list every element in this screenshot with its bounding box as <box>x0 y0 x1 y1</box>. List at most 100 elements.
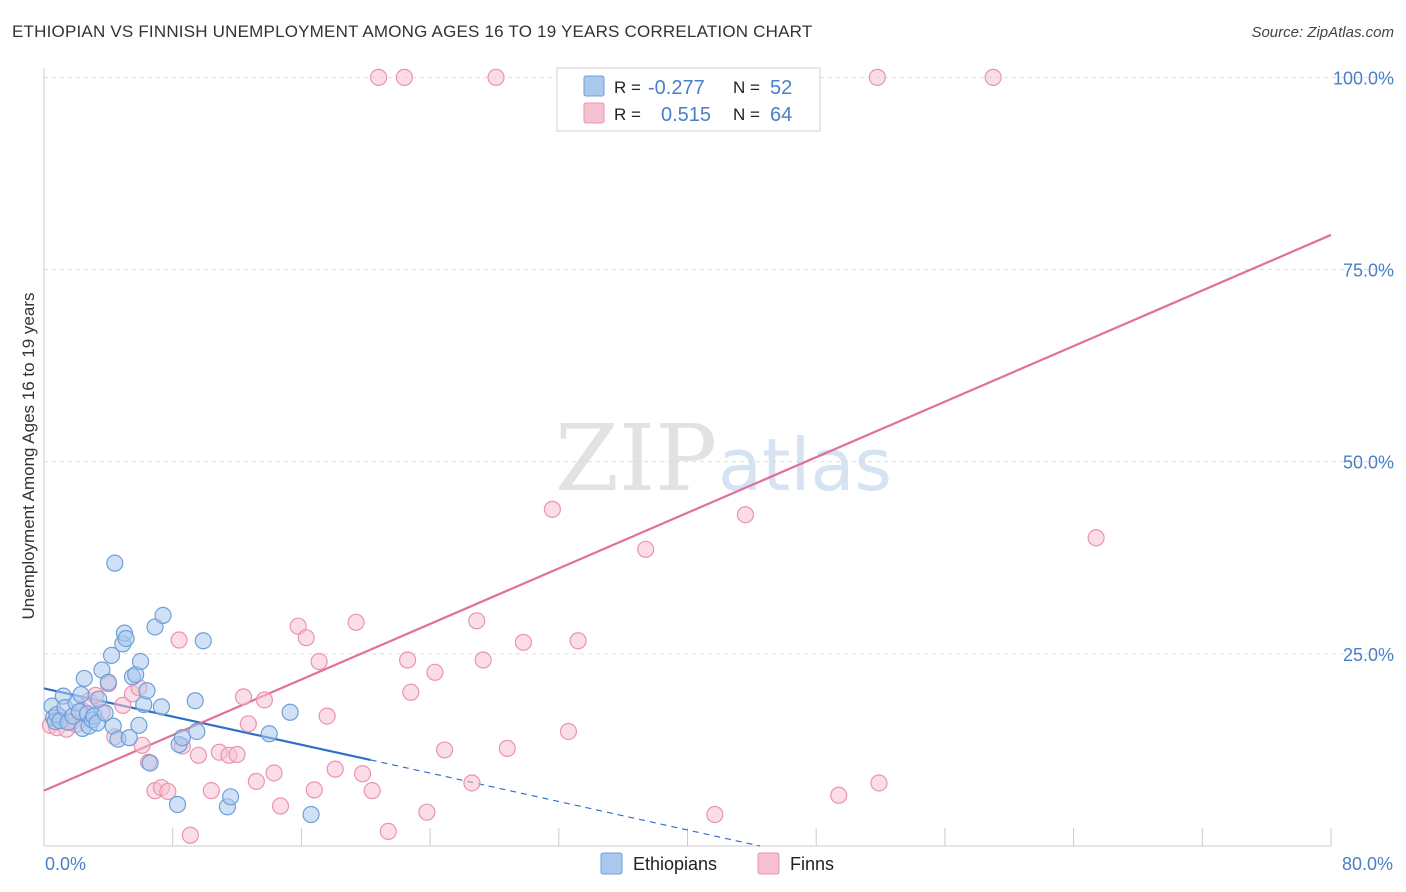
trend-line-ethiopians-extension <box>370 759 761 847</box>
point-finns-68 <box>984 68 1002 86</box>
point-finns-27 <box>228 745 246 764</box>
stats-legend: R = -0.277 N = 52 R = 0.515 N = 64 <box>556 67 821 132</box>
point-finns-50 <box>468 612 486 630</box>
source-label: Source: ZipAtlas.com <box>1251 24 1394 41</box>
point-finns-41 <box>363 782 381 800</box>
point-finns-37 <box>310 652 328 671</box>
legend-item-ethiopians-label: Ethiopians <box>633 854 717 874</box>
point-finns-24 <box>202 782 220 800</box>
point-ethiopians-29 <box>117 629 135 648</box>
legend-n-label-ethiopians: N = <box>733 78 760 97</box>
y-tick-label-75: 75.0% <box>1343 261 1394 281</box>
trend-line-finns <box>43 233 1332 792</box>
point-ethiopians-41 <box>168 795 187 814</box>
point-finns-59 <box>736 506 755 524</box>
point-finns-30 <box>247 772 265 791</box>
watermark-zip: ZIP <box>555 405 717 512</box>
point-finns-49 <box>463 774 481 792</box>
legend-n-label-finns: N = <box>733 105 760 124</box>
point-finns-47 <box>426 663 444 681</box>
point-finns-32 <box>265 764 283 782</box>
point-finns-22 <box>181 826 199 844</box>
point-ethiopians-11 <box>72 685 90 704</box>
point-finns-58 <box>706 805 724 824</box>
point-ethiopians-39 <box>152 698 171 716</box>
point-ethiopians-48 <box>222 788 240 806</box>
axis-layer: 25.0% 50.0% 75.0% 100.0% 0.0% 80.0% <box>43 68 1394 874</box>
point-finns-19 <box>159 782 177 801</box>
point-finns-53 <box>514 633 533 651</box>
point-finns-35 <box>297 629 315 647</box>
point-finns-42 <box>353 765 372 783</box>
point-finns-44 <box>398 651 417 669</box>
y-axis-title: Unemployment Among Ages 16 to 19 years <box>19 293 38 620</box>
legend-r-label-finns: R = <box>614 105 641 124</box>
point-ethiopians-34 <box>131 652 150 671</box>
point-ethiopians-37 <box>141 754 159 772</box>
y-tick-label-100: 100.0% <box>1333 68 1394 88</box>
point-finns-31 <box>255 691 273 709</box>
point-ethiopians-30 <box>120 729 138 747</box>
point-finns-43 <box>379 822 397 840</box>
bottom-legend: Ethiopians Finns <box>600 852 834 875</box>
point-finns-63 <box>395 68 413 86</box>
points-layer <box>41 68 1105 844</box>
point-finns-60 <box>830 786 848 804</box>
point-finns-33 <box>271 797 290 815</box>
point-ethiopians-51 <box>260 725 278 743</box>
point-finns-52 <box>498 739 516 757</box>
point-ethiopians-36 <box>138 682 156 700</box>
point-finns-39 <box>326 760 344 778</box>
point-finns-23 <box>189 746 208 764</box>
legend-r-value-finns: 0.515 <box>661 104 711 126</box>
point-finns-64 <box>370 68 388 86</box>
point-ethiopians-49 <box>281 703 299 721</box>
point-finns-12 <box>114 696 132 714</box>
point-ethiopians-23 <box>102 646 121 664</box>
x-tick-label-min: 0.0% <box>45 854 86 874</box>
point-ethiopians-40 <box>154 606 172 625</box>
legend-item-finns-label: Finns <box>790 854 834 874</box>
legend-n-value-ethiopians: 52 <box>770 77 792 99</box>
chart-title: ETHIOPIAN VS FINNISH UNEMPLOYMENT AMONG … <box>12 22 813 41</box>
point-finns-56 <box>569 632 587 650</box>
point-finns-29 <box>239 715 257 733</box>
point-finns-62 <box>1087 529 1105 547</box>
point-finns-57 <box>637 540 655 558</box>
y-tick-label-50: 50.0% <box>1343 453 1394 473</box>
point-ethiopians-45 <box>188 722 206 741</box>
point-finns-28 <box>234 688 253 706</box>
point-ethiopians-22 <box>99 673 117 691</box>
point-ethiopians-13 <box>75 669 93 688</box>
point-finns-55 <box>559 722 578 741</box>
point-finns-61 <box>870 774 888 792</box>
point-ethiopians-33 <box>130 716 148 734</box>
point-finns-51 <box>474 651 492 669</box>
legend-r-label-ethiopians: R = <box>614 78 641 97</box>
point-finns-36 <box>305 781 323 799</box>
point-finns-15 <box>133 736 151 754</box>
x-tick-label-max: 80.0% <box>1342 854 1393 874</box>
point-finns-45 <box>402 683 420 701</box>
point-finns-20 <box>170 631 188 649</box>
point-ethiopians-46 <box>194 632 212 650</box>
point-finns-40 <box>347 613 365 631</box>
point-finns-46 <box>418 803 436 821</box>
point-finns-48 <box>435 741 454 759</box>
legend-item-ethiopians-swatch <box>600 852 623 875</box>
y-tick-label-25: 25.0% <box>1343 645 1394 665</box>
point-ethiopians-50 <box>302 805 320 824</box>
legend-n-value-finns: 64 <box>770 104 792 126</box>
point-ethiopians-43 <box>173 729 191 747</box>
point-finns-67 <box>868 68 886 86</box>
point-ethiopians-19 <box>90 690 108 708</box>
point-ethiopians-44 <box>186 692 204 710</box>
point-ethiopians-21 <box>96 704 114 722</box>
grid-layer <box>44 76 1395 655</box>
legend-r-value-ethiopians: -0.277 <box>648 77 705 99</box>
point-finns-38 <box>318 707 336 725</box>
legend-swatch-finns <box>583 102 605 124</box>
point-ethiopians-25 <box>106 554 124 572</box>
point-finns-65 <box>487 68 505 86</box>
